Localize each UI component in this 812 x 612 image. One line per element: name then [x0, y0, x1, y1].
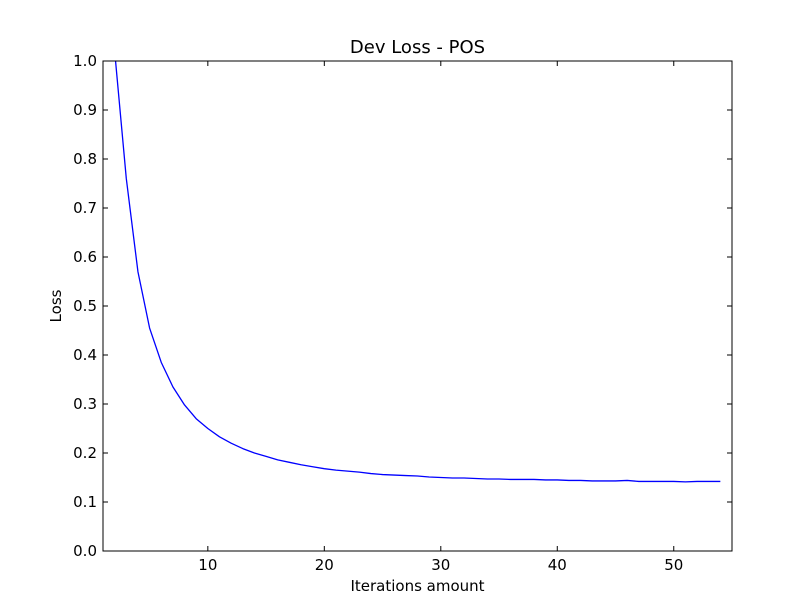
plot-frame — [102, 60, 733, 552]
y-tick-label: 0.4 — [73, 346, 97, 364]
y-tick-label: 0.5 — [73, 297, 97, 315]
y-tick-label: 0.1 — [73, 493, 97, 511]
y-tick-label: 0.6 — [73, 248, 97, 266]
y-tick-label: 0.7 — [73, 199, 97, 217]
y-tick-labels: 0.0 0.1 0.2 0.3 0.4 0.5 0.6 0.7 0.8 0.9 1.0 — [73, 52, 97, 560]
x-tick-labels: 10 20 30 40 50 — [198, 556, 683, 574]
x-axis-label: Iterations amount — [350, 577, 484, 595]
y-tick-label: 0.8 — [73, 150, 97, 168]
x-tick-label: 30 — [431, 556, 450, 574]
x-tick-label: 20 — [315, 556, 334, 574]
series-line-dev-loss — [114, 61, 721, 483]
x-tick-label: 50 — [664, 556, 683, 574]
y-tick-label: 0.2 — [73, 444, 97, 462]
y-tick-label: 0.9 — [73, 101, 97, 119]
y-tick-label: 1.0 — [73, 52, 97, 70]
x-tick-label: 40 — [548, 556, 567, 574]
chart-title: Dev Loss - POS — [350, 37, 485, 58]
y-tick-label: 0.3 — [73, 395, 97, 413]
y-axis-label: Loss — [47, 289, 65, 322]
x-tick-label: 10 — [198, 556, 217, 574]
y-tick-label: 0.0 — [73, 542, 97, 560]
series-layer — [114, 61, 721, 483]
